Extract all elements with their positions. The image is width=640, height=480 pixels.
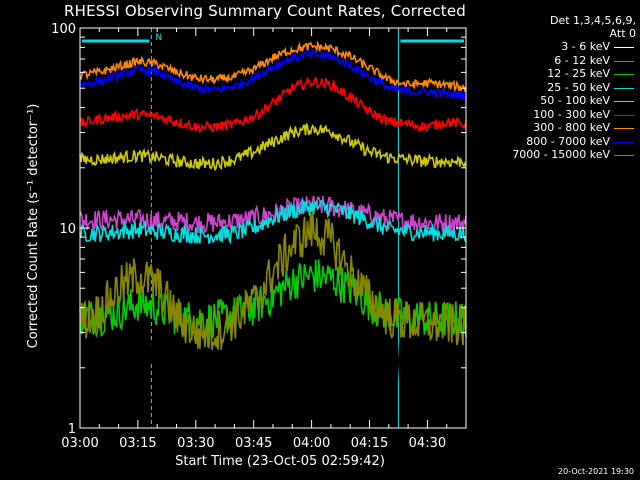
legend-label: 800 - 7000 keV <box>526 134 610 148</box>
x-tick-label: 03:15 <box>119 436 156 451</box>
legend-swatch <box>614 60 634 62</box>
legend-swatch <box>614 87 634 89</box>
legend-swatch <box>614 128 634 129</box>
legend-swatch <box>614 47 634 48</box>
series-line <box>79 76 467 134</box>
series-line <box>80 40 467 93</box>
legend-item: 300 - 800 keV <box>472 121 636 135</box>
y-tick-label: 1 <box>68 422 76 437</box>
legend-item: 800 - 7000 keV <box>472 135 636 149</box>
x-tick-label: 04:30 <box>409 436 446 451</box>
legend-label: 300 - 800 keV <box>533 121 610 134</box>
legend-label: 100 - 300 keV <box>533 107 610 121</box>
x-tick-label: 03:30 <box>177 436 214 451</box>
x-tick-label: 03:45 <box>235 436 272 451</box>
legend-item: 50 - 100 keV <box>472 94 636 108</box>
y-tick-label: 10 <box>59 222 76 237</box>
detector-info-line1: Det 1,3,4,5,6,9, <box>549 14 636 27</box>
detector-info-line2: Att 0 <box>609 27 636 40</box>
legend-label: 6 - 12 keV <box>554 53 610 67</box>
legend-swatch <box>614 114 634 116</box>
series-line <box>79 48 467 101</box>
legend-label: 50 - 100 keV <box>540 94 610 107</box>
legend-swatch <box>614 101 634 102</box>
legend-label: 25 - 50 keV <box>547 80 610 94</box>
legend-swatch <box>614 141 634 143</box>
legend-label: 7000 - 15000 keV <box>512 148 610 161</box>
legend-item: 12 - 25 keV <box>472 67 636 81</box>
series-line <box>79 195 467 234</box>
series-line <box>79 211 467 350</box>
legend-label: 12 - 25 keV <box>547 67 610 80</box>
legend-item: 100 - 300 keV <box>472 108 636 122</box>
legend-item: 25 - 50 keV <box>472 81 636 95</box>
series-line <box>79 266 467 398</box>
axis-tick-labels: 03:00 03:15 03:30 03:45 04:00 04:15 04:30 1 10 10… <box>51 22 446 451</box>
series-line <box>79 199 467 245</box>
axis-ticks <box>79 27 467 429</box>
legend-label: 3 - 6 keV <box>561 40 610 53</box>
y-axis-label: Corrected Count Rate (s⁻¹ detector⁻¹) <box>26 103 41 349</box>
saa-marker-label: N <box>155 33 162 43</box>
x-axis-label: Start Time (23-Oct-05 02:59:42) <box>175 454 385 469</box>
legend-swatch <box>614 74 634 75</box>
y-tick-label: 100 <box>51 22 76 37</box>
legend-item: 3 - 6 keV <box>472 40 636 54</box>
series-line <box>79 259 467 340</box>
x-tick-label: 04:15 <box>351 436 388 451</box>
series-layer <box>79 40 467 398</box>
legend-item: 6 - 12 keV <box>472 54 636 68</box>
x-tick-label: 04:00 <box>293 436 330 451</box>
legend: 3 - 6 keV 6 - 12 keV 12 - 25 keV 25 - 50 ke… <box>472 40 636 162</box>
chart-title: RHESSI Observing Summary Count Rates, Co… <box>64 2 467 20</box>
legend-item: 7000 - 15000 keV <box>472 148 636 162</box>
render-timestamp: 20-Oct-2021 19:30 <box>558 467 634 476</box>
series-line <box>79 123 467 172</box>
x-tick-label: 03:00 <box>61 436 98 451</box>
legend-swatch <box>614 155 634 156</box>
